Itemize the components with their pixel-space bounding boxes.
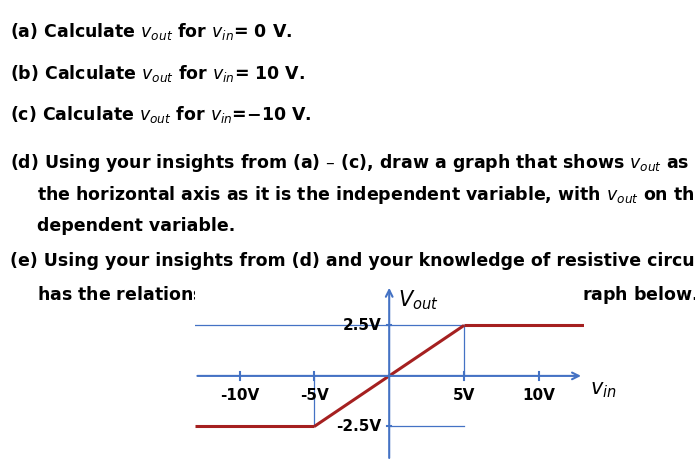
Text: -2.5V: -2.5V bbox=[336, 419, 382, 434]
Text: dependent variable.: dependent variable. bbox=[37, 217, 235, 235]
Text: 10V: 10V bbox=[523, 388, 555, 403]
Text: -5V: -5V bbox=[300, 388, 329, 403]
Text: (b) Calculate $v_{out}$ for $v_{in}$= 10 V.: (b) Calculate $v_{out}$ for $v_{in}$= 10… bbox=[10, 63, 306, 84]
Text: (a) Calculate $v_{out}$ for $v_{in}$= 0 V.: (a) Calculate $v_{out}$ for $v_{in}$= 0 … bbox=[10, 21, 293, 42]
Text: has the relationship between $v_{in}$ and $v_{out}$ shown in the graph below.: has the relationship between $v_{in}$ an… bbox=[37, 284, 695, 306]
Text: (d) Using your insights from (a) – (c), draw a graph that shows $v_{out}$ as a f: (d) Using your insights from (a) – (c), … bbox=[10, 152, 695, 174]
Text: 2.5V: 2.5V bbox=[343, 318, 382, 333]
Text: -10V: -10V bbox=[220, 388, 259, 403]
Text: (e) Using your insights from (d) and your knowledge of resistive circuits, desig: (e) Using your insights from (d) and you… bbox=[10, 252, 695, 270]
Text: $\mathit{v}_{in}$: $\mathit{v}_{in}$ bbox=[590, 380, 616, 400]
Text: (c) Calculate $v_{out}$ for $v_{in}$=−10 V.: (c) Calculate $v_{out}$ for $v_{in}$=−10… bbox=[10, 104, 312, 125]
Text: $\mathit{V}_{out}$: $\mathit{V}_{out}$ bbox=[398, 288, 439, 312]
Text: the horizontal axis as it is the independent variable, with $v_{out}$ on the ver: the horizontal axis as it is the indepen… bbox=[37, 184, 695, 206]
Text: 5V: 5V bbox=[453, 388, 475, 403]
